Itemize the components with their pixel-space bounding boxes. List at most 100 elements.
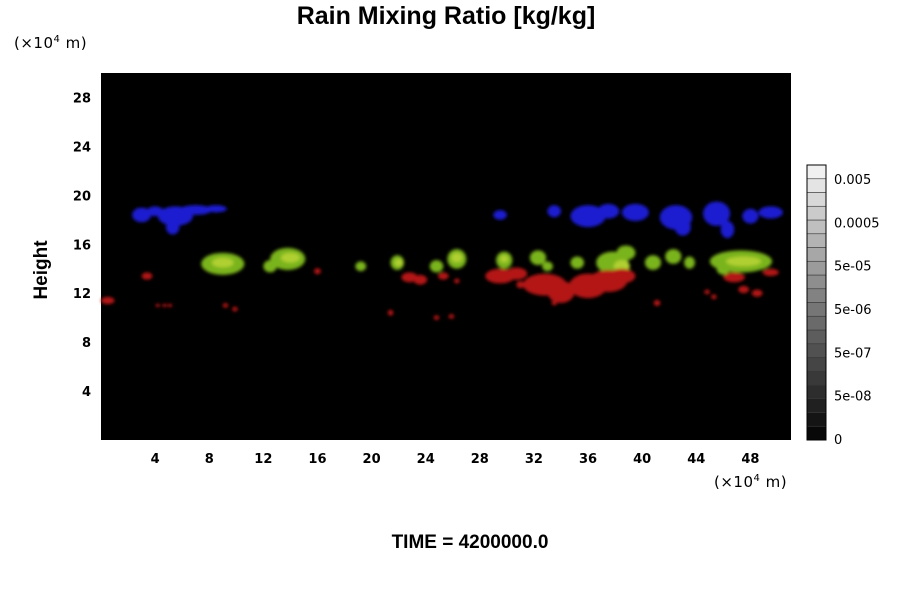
data-blob-3-17 <box>516 280 525 289</box>
colorbar-level <box>806 178 827 193</box>
colorbar-level <box>806 247 827 262</box>
y-tick-label: 28 <box>73 91 91 106</box>
data-blob-0-12 <box>674 218 691 236</box>
data-blob-2-1 <box>280 252 300 263</box>
colorbar-label: 5e-08 <box>834 390 872 405</box>
data-blob-3-12 <box>437 272 449 280</box>
data-blob-3-1 <box>141 272 153 280</box>
x-tick-label: 36 <box>579 452 597 467</box>
x-tick-label: 4 <box>151 452 160 467</box>
x-tick-label: 40 <box>633 452 651 467</box>
colorbar-level <box>806 315 827 331</box>
data-blob-1-14 <box>665 249 682 264</box>
data-blob-1-17 <box>716 262 731 275</box>
x-tick-label: 12 <box>254 452 272 467</box>
x-axis-unit: (×104 m) <box>714 473 787 491</box>
data-blob-1-3 <box>355 261 367 272</box>
colorbar-level <box>806 233 827 248</box>
x-unit-exponent: 4 <box>753 473 761 484</box>
data-blob-3-7 <box>314 268 321 275</box>
y-tick-label: 12 <box>73 287 91 302</box>
data-blob-0-5 <box>205 205 227 213</box>
colorbar-level <box>806 329 827 345</box>
plot-area <box>101 73 791 440</box>
data-blob-3-25 <box>551 300 557 306</box>
x-unit-tail: m) <box>760 473 788 491</box>
data-blob-0-7 <box>547 205 561 218</box>
y-tick-label: 16 <box>73 238 91 253</box>
colorbar-level <box>806 164 827 180</box>
data-blob-3-11 <box>433 315 440 321</box>
data-blob-1-12 <box>616 245 636 261</box>
data-blob-0-9 <box>597 203 620 219</box>
data-blob-3-22 <box>608 268 636 284</box>
data-blob-1-5 <box>429 260 444 273</box>
data-blob-1-8 <box>529 250 547 266</box>
colorbar-level <box>806 425 827 441</box>
colorbar-label: 5e-05 <box>834 260 872 275</box>
data-blob-3-2 <box>155 303 160 308</box>
y-unit-base: (×10 <box>14 34 54 52</box>
chart-title: Rain Mixing Ratio [kg/kg] <box>296 2 596 30</box>
colorbar-level <box>806 260 827 276</box>
colorbar-level <box>806 192 827 207</box>
colorbar-level <box>806 412 827 427</box>
data-blob-1-13 <box>644 255 662 270</box>
data-blob-1-10 <box>570 256 584 269</box>
x-ticks: 4 8 12 16 20 24 28 32 36 40 44 48 <box>151 452 760 467</box>
y-tick-label: 24 <box>73 140 91 155</box>
data-blob-2-6 <box>394 258 403 267</box>
y-axis-unit: (×104 m) <box>14 34 87 52</box>
colorbar-label: 0.0005 <box>834 216 880 231</box>
x-tick-label: 32 <box>525 452 543 467</box>
data-blob-3-29 <box>723 272 745 283</box>
data-blob-0-6 <box>493 210 507 220</box>
colorbar-frame <box>806 164 827 441</box>
y-tick-label: 8 <box>82 336 91 351</box>
data-blob-3-9 <box>401 272 418 283</box>
data-blob-3-3 <box>162 303 167 308</box>
colorbar-level <box>806 343 827 358</box>
colorbar: 0.005 0.0005 5e-05 5e-06 5e-07 5e-08 0 <box>806 164 880 448</box>
data-blob-3-5 <box>222 302 229 308</box>
colorbar-label: 0.005 <box>834 173 871 188</box>
colorbar-level <box>806 205 827 221</box>
data-blob-3-6 <box>232 306 238 312</box>
data-blob-3-30 <box>738 285 750 294</box>
data-blob-0-16 <box>758 206 783 219</box>
x-tick-label: 44 <box>687 452 705 467</box>
data-blob-1-15 <box>684 256 695 269</box>
x-tick-label: 48 <box>741 452 759 467</box>
data-blob-0-10 <box>621 203 649 222</box>
data-blob-0-14 <box>720 221 735 239</box>
data-blob-3-24 <box>577 291 583 297</box>
data-blob-1-9 <box>542 261 553 272</box>
x-unit-base: (×10 <box>714 473 754 491</box>
data-blob-0-0 <box>132 207 152 223</box>
x-tick-label: 20 <box>363 452 381 467</box>
x-tick-label: 24 <box>417 452 435 467</box>
data-blob-3-23 <box>566 294 572 300</box>
y-ticks: 4 8 12 16 20 24 28 <box>73 91 91 400</box>
colorbar-level <box>806 370 827 386</box>
colorbar-level <box>806 288 827 303</box>
colorbar-level <box>806 384 827 400</box>
data-blob-3-31 <box>751 289 763 297</box>
data-blob-2-0 <box>211 257 234 268</box>
colorbar-label: 5e-06 <box>834 303 872 318</box>
x-tick-label: 8 <box>205 452 214 467</box>
data-layer <box>101 201 783 321</box>
data-blob-3-8 <box>387 309 394 316</box>
time-label: TIME = 4200000.0 <box>391 532 549 553</box>
data-blob-0-4 <box>179 205 212 215</box>
colorbar-label: 5e-07 <box>834 346 872 361</box>
data-blob-3-16 <box>505 267 528 280</box>
y-tick-label: 4 <box>82 385 91 400</box>
data-blob-3-0 <box>101 296 115 305</box>
data-blob-3-26 <box>653 299 661 307</box>
data-blob-3-27 <box>704 289 710 295</box>
y-unit-exponent: 4 <box>53 34 61 45</box>
colorbar-level <box>806 398 827 413</box>
data-blob-0-3 <box>165 219 180 235</box>
